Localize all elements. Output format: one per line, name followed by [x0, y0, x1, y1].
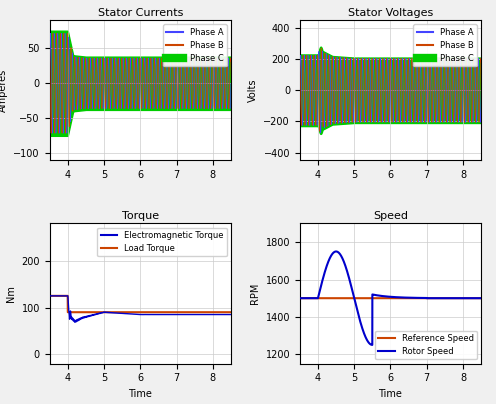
Y-axis label: Amperes: Amperes	[0, 69, 8, 112]
Title: Stator Currents: Stator Currents	[98, 8, 183, 18]
Legend: Phase A, Phase B, Phase C: Phase A, Phase B, Phase C	[413, 24, 477, 66]
Title: Torque: Torque	[122, 211, 159, 221]
Legend: Phase A, Phase B, Phase C: Phase A, Phase B, Phase C	[163, 24, 227, 66]
Title: Speed: Speed	[373, 211, 408, 221]
Legend: Reference Speed, Rotor Speed: Reference Speed, Rotor Speed	[375, 330, 477, 360]
Y-axis label: Nm: Nm	[6, 285, 16, 302]
Legend: Electromagnetic Torque, Load Torque: Electromagnetic Torque, Load Torque	[97, 227, 227, 257]
Y-axis label: RPM: RPM	[250, 283, 260, 304]
Y-axis label: Volts: Volts	[248, 78, 258, 102]
Title: Stator Voltages: Stator Voltages	[348, 8, 433, 18]
X-axis label: Time: Time	[128, 389, 152, 399]
X-axis label: Time: Time	[378, 389, 402, 399]
